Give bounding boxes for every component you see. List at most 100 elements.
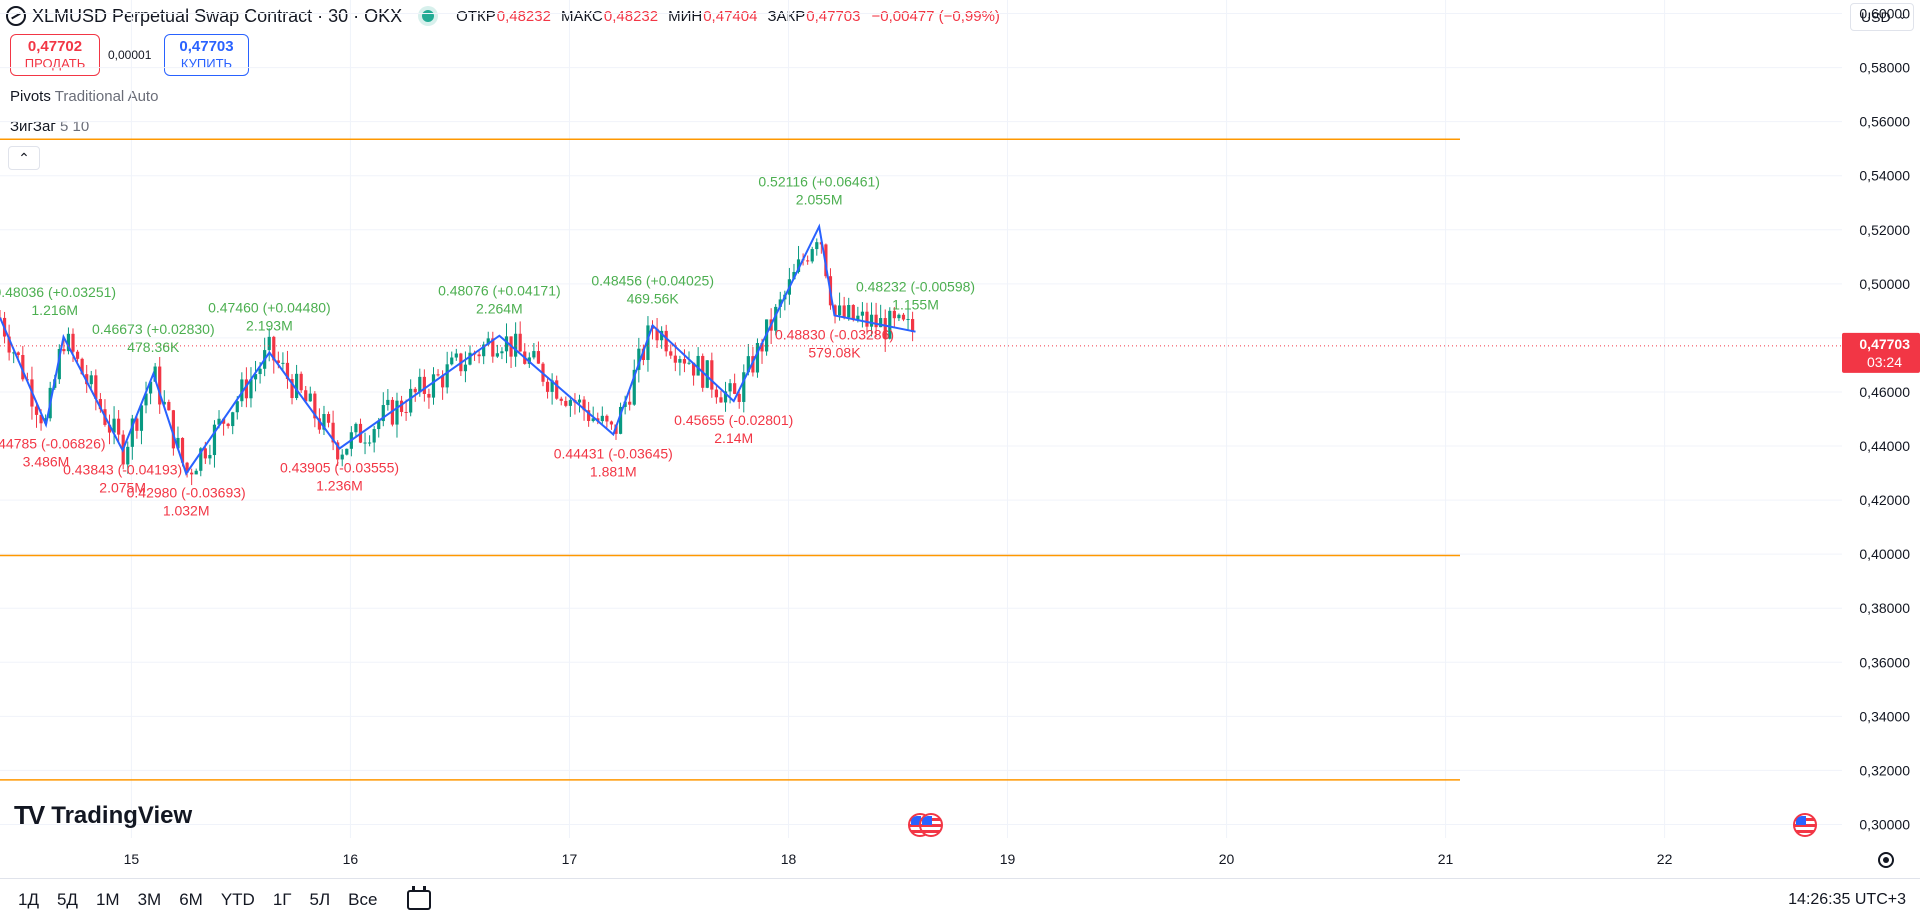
candle-body <box>112 418 116 433</box>
indicator-pivots[interactable]: Pivots Traditional Auto <box>10 88 158 105</box>
time-axis[interactable]: 15 16 17 18 19 20 21 22 <box>0 838 1920 878</box>
price-tick-label: 0,44000 <box>1859 438 1910 454</box>
indicator-name: Pivots <box>10 88 51 105</box>
range-button[interactable]: 5Л <box>309 890 331 909</box>
date-range-icon[interactable] <box>407 886 432 910</box>
high-key: МАКС <box>560 7 603 25</box>
range-button[interactable]: 1Г <box>272 890 292 909</box>
zigzag-volume-label: 1.032M <box>163 503 210 519</box>
candle-body <box>331 422 335 443</box>
sell-price: 0,47702 <box>27 38 83 55</box>
time-tick-label: 20 <box>1219 851 1235 867</box>
range-button[interactable]: Все <box>348 890 378 909</box>
market-status-icon <box>422 10 435 22</box>
range-button[interactable]: 6М <box>179 890 203 909</box>
candle-body <box>514 333 518 357</box>
close-key: ЗАКР <box>767 7 806 25</box>
candle-body <box>806 260 810 262</box>
candle-body <box>199 448 203 471</box>
zigzag-price-label: 0.48232 (-0.00598) <box>856 279 975 295</box>
price-tick-label: 0,32000 <box>1859 762 1910 778</box>
indicator-zigzag[interactable]: ЗигЗаг 5 10 <box>10 118 89 135</box>
candle-body <box>482 344 486 357</box>
candle-body <box>66 333 71 352</box>
candle-body <box>363 442 367 444</box>
range-button[interactable]: 1Д <box>18 890 39 909</box>
change-value: −0,00477 (−0,99%) <box>871 7 1000 25</box>
candle-body <box>911 318 915 333</box>
price-tick-label: 0,54000 <box>1859 168 1910 184</box>
candle-body <box>212 424 217 456</box>
zigzag-volume-label: 1.236M <box>316 477 363 493</box>
range-button[interactable]: 3М <box>137 890 162 909</box>
candle-body <box>240 379 244 402</box>
range-button[interactable]: 5Д <box>56 890 78 909</box>
candle-body <box>860 311 865 316</box>
candle-body <box>326 413 331 423</box>
candle-body <box>856 315 860 320</box>
candle-body <box>139 405 144 431</box>
candle-body <box>632 369 636 405</box>
candle-body <box>669 351 673 356</box>
low-key: МИН <box>668 7 703 25</box>
stellar-logo-icon <box>6 6 26 26</box>
time-tick-label: 19 <box>1000 851 1016 867</box>
candle-body <box>504 336 509 352</box>
candle-body <box>130 418 134 447</box>
candle-body <box>568 400 572 406</box>
time-tick-label: 17 <box>562 851 578 867</box>
candle-body <box>851 305 855 320</box>
collapse-indicators-button[interactable]: ⌃ <box>8 146 40 170</box>
candle-body <box>135 418 139 431</box>
candle-body <box>117 418 121 435</box>
candle-body <box>194 470 198 475</box>
candle-body <box>354 423 358 433</box>
candle-body <box>244 379 249 399</box>
range-button[interactable]: 1М <box>95 890 120 909</box>
us-flag-event-icon[interactable] <box>918 813 943 837</box>
zigzag-price-label: 0.45655 (-0.02801) <box>674 412 793 428</box>
range-button[interactable]: YTD <box>220 890 255 909</box>
price-tick-label: 0,38000 <box>1859 600 1910 616</box>
candle-body <box>847 305 851 318</box>
candle-body <box>21 355 25 380</box>
candle-body <box>687 362 691 364</box>
candle-body <box>253 374 258 380</box>
candle-body <box>267 336 271 351</box>
candle-body <box>673 355 677 363</box>
zigzag-price-label: 0.42980 (-0.03693) <box>127 485 246 501</box>
zigzag-price-label: 0.48076 (+0.04171) <box>438 283 561 299</box>
candle-body <box>682 359 687 364</box>
candle-body <box>249 379 253 399</box>
candle-body <box>865 311 869 327</box>
candle-body <box>418 376 422 393</box>
candle-body <box>810 249 814 262</box>
zigzag-volume-label: 1.881M <box>590 463 637 479</box>
currency-select[interactable]: USD ⌄ <box>1850 3 1914 31</box>
zigzag-price-label: 0.43843 (-0.04193) <box>63 461 182 477</box>
zigzag-volume-label: 2.264M <box>476 301 523 317</box>
symbol-title[interactable]: XLMUSD Perpetual Swap Contract · 30 · OK… <box>32 5 403 26</box>
clock[interactable]: 14:26:35 UTC+3 <box>1788 891 1906 908</box>
candle-body <box>39 414 43 424</box>
candle-body <box>710 360 714 390</box>
candle-body <box>678 359 682 363</box>
time-tick-label: 15 <box>124 851 140 867</box>
candle-body <box>62 349 66 352</box>
price-axis[interactable]: 0,60000 0,58000 0,56000 0,54000 0,52000 0,500… <box>1842 0 1920 838</box>
zigzag-price-label: 0.48830 (-0.03286) <box>775 326 894 342</box>
candle-body <box>404 411 408 413</box>
us-flag-event-icon[interactable] <box>1792 813 1817 837</box>
chart-area[interactable]: 0.48036 (+0.03251) 1.216M 0.46673 (+0.0283… <box>0 0 1842 838</box>
candle-body <box>550 380 554 392</box>
candle-body <box>719 397 723 403</box>
candle-body <box>869 314 874 327</box>
candle-body <box>564 400 568 406</box>
axis-settings-icon[interactable] <box>1878 852 1894 868</box>
candle-body <box>605 415 609 422</box>
candle-body <box>618 406 623 434</box>
candle-body <box>582 399 586 411</box>
zigzag-volume-label: 2.14M <box>714 430 753 446</box>
candle-body <box>281 362 285 364</box>
candle-body <box>837 305 842 316</box>
